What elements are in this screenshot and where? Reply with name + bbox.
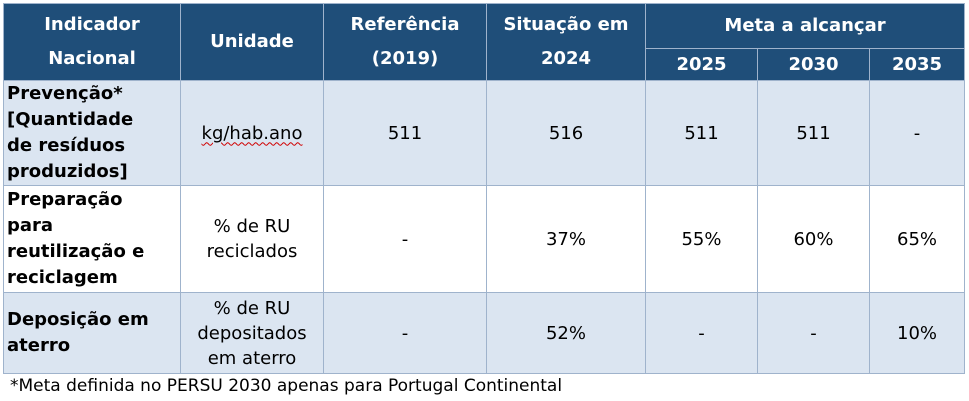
table-row: Deposição em aterro % de RU depositados … <box>3 292 966 374</box>
row-goal-2035: 10% <box>868 292 966 374</box>
footnote: *Meta definida no PERSU 2030 apenas para… <box>10 376 563 396</box>
header-reference: Referência (2019) <box>323 3 487 81</box>
row-situation: 516 <box>486 80 646 186</box>
row-goal-2030: - <box>757 292 870 374</box>
row-goal-2025: 511 <box>645 80 758 186</box>
row-indicator: Prevenção* [Quantidade de resíduos produ… <box>3 80 181 186</box>
table-row: Prevenção* [Quantidade de resíduos produ… <box>3 80 966 186</box>
row-goal-2030: 511 <box>757 80 870 186</box>
row-goal-2030: 60% <box>757 185 870 293</box>
header-situation: Situação em 2024 <box>486 3 646 81</box>
header-year-2025: 2025 <box>645 48 758 81</box>
header-unit: Unidade <box>180 3 324 81</box>
row-unit: kg/hab.ano <box>180 80 324 186</box>
header-goal: Meta a alcançar <box>644 3 966 49</box>
header-year-2030: 2030 <box>757 48 870 81</box>
row-reference: 511 <box>323 80 487 186</box>
header-indicator: Indicador Nacional <box>3 3 181 81</box>
row-goal-2035: 65% <box>868 185 966 293</box>
row-indicator: Preparação para reutilização e reciclage… <box>3 185 181 293</box>
row-unit: % de RU reciclados <box>180 185 324 293</box>
row-indicator: Deposição em aterro <box>3 292 181 374</box>
row-goal-2025: - <box>645 292 758 374</box>
row-unit-text: kg/hab.ano <box>201 122 303 144</box>
row-reference: - <box>323 185 487 293</box>
row-situation: 37% <box>486 185 646 293</box>
row-unit: % de RU depositados em aterro <box>180 292 324 374</box>
row-situation: 52% <box>486 292 646 374</box>
table-row: Preparação para reutilização e reciclage… <box>3 185 966 293</box>
header-year-2035: 2035 <box>868 48 966 81</box>
row-reference: - <box>323 292 487 374</box>
row-goal-2035: - <box>868 80 966 186</box>
row-goal-2025: 55% <box>645 185 758 293</box>
indicators-table: Indicador Nacional Unidade Referência (2… <box>3 3 966 374</box>
